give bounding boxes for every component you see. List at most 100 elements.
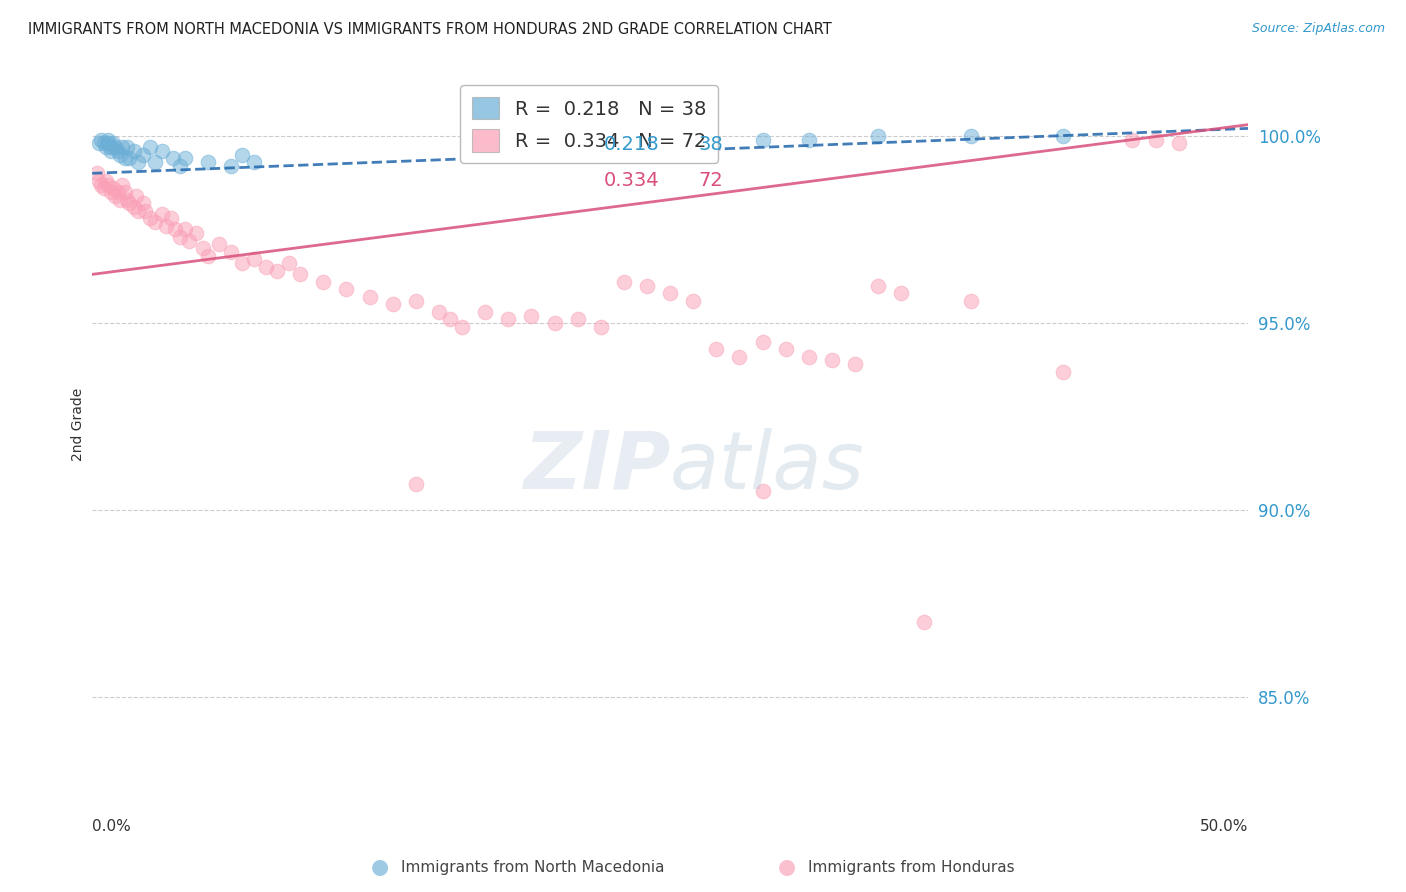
Text: 0.218: 0.218 xyxy=(603,136,659,154)
Point xyxy=(543,316,565,330)
Point xyxy=(114,185,136,199)
Point xyxy=(624,133,647,147)
Point xyxy=(1052,128,1074,143)
Point xyxy=(959,128,981,143)
Point xyxy=(751,334,773,349)
Point xyxy=(197,155,219,169)
Text: 50.0%: 50.0% xyxy=(1199,819,1249,834)
Point xyxy=(114,152,136,166)
Point xyxy=(101,181,124,195)
Text: ZIP: ZIP xyxy=(523,428,671,506)
Point xyxy=(959,293,981,308)
Point xyxy=(463,136,485,151)
Point xyxy=(890,286,912,301)
Point xyxy=(132,196,155,211)
Point xyxy=(1052,365,1074,379)
Text: IMMIGRANTS FROM NORTH MACEDONIA VS IMMIGRANTS FROM HONDURAS 2ND GRADE CORRELATIO: IMMIGRANTS FROM NORTH MACEDONIA VS IMMIG… xyxy=(28,22,832,37)
Point xyxy=(169,230,191,244)
Text: 0.334: 0.334 xyxy=(603,171,659,190)
Point xyxy=(108,193,131,207)
Point xyxy=(122,200,145,214)
Text: 0.0%: 0.0% xyxy=(93,819,131,834)
Text: Source: ZipAtlas.com: Source: ZipAtlas.com xyxy=(1251,22,1385,36)
Point xyxy=(104,140,127,154)
Point xyxy=(179,234,201,248)
Text: ●: ● xyxy=(779,857,796,877)
Point xyxy=(115,193,138,207)
Point xyxy=(243,155,266,169)
Point xyxy=(127,155,149,169)
Point xyxy=(94,174,117,188)
Point xyxy=(844,357,866,371)
Point xyxy=(636,278,658,293)
Text: Immigrants from Honduras: Immigrants from Honduras xyxy=(808,860,1015,874)
Point xyxy=(186,226,208,240)
Point xyxy=(231,147,253,161)
Point xyxy=(107,144,129,158)
Point xyxy=(474,140,496,154)
Point xyxy=(122,144,145,158)
Point xyxy=(613,133,636,147)
Point xyxy=(704,343,727,357)
Point xyxy=(115,140,138,154)
Point xyxy=(173,152,195,166)
Point xyxy=(912,615,935,630)
Text: Immigrants from North Macedonia: Immigrants from North Macedonia xyxy=(401,860,664,874)
Point xyxy=(728,350,751,364)
Point xyxy=(381,297,404,311)
Text: 38: 38 xyxy=(699,136,724,154)
Point xyxy=(165,222,187,236)
Point xyxy=(97,136,120,151)
Point xyxy=(100,144,122,158)
Point xyxy=(104,188,127,202)
Point xyxy=(359,290,381,304)
Point xyxy=(197,249,219,263)
Point xyxy=(97,133,120,147)
Point xyxy=(231,256,253,270)
Point xyxy=(173,222,195,236)
Point xyxy=(94,140,117,154)
Point xyxy=(797,350,820,364)
Point xyxy=(162,152,184,166)
Point xyxy=(312,275,335,289)
Point xyxy=(125,188,148,202)
Point xyxy=(659,286,682,301)
Point xyxy=(520,309,543,323)
Point xyxy=(219,244,242,259)
Point xyxy=(139,211,162,226)
Point xyxy=(821,353,844,368)
Point xyxy=(1121,133,1143,147)
Point xyxy=(868,278,890,293)
Point xyxy=(159,211,181,226)
Point xyxy=(775,343,797,357)
Point xyxy=(405,477,427,491)
Point xyxy=(93,181,115,195)
Point xyxy=(1167,136,1189,151)
Point xyxy=(93,136,115,151)
Point xyxy=(868,128,890,143)
Point xyxy=(439,312,461,326)
Point xyxy=(474,305,496,319)
Point xyxy=(682,293,704,308)
Point xyxy=(451,319,474,334)
Point xyxy=(107,185,129,199)
Text: atlas: atlas xyxy=(671,428,865,506)
Point xyxy=(118,196,141,211)
Point xyxy=(97,178,120,192)
Legend: R =  0.218   N = 38, R =  0.334   N = 72: R = 0.218 N = 38, R = 0.334 N = 72 xyxy=(460,86,717,163)
Point xyxy=(111,140,134,154)
Point xyxy=(127,203,149,218)
Point xyxy=(254,260,277,274)
Point xyxy=(150,144,173,158)
Point xyxy=(86,166,108,180)
Point xyxy=(277,256,299,270)
Point xyxy=(143,215,166,229)
Point xyxy=(266,263,288,277)
Point xyxy=(100,185,122,199)
Y-axis label: 2nd Grade: 2nd Grade xyxy=(72,387,86,460)
Point xyxy=(191,241,214,255)
Point xyxy=(498,312,520,326)
Point xyxy=(90,178,112,192)
Point xyxy=(155,219,177,233)
Text: ●: ● xyxy=(371,857,388,877)
